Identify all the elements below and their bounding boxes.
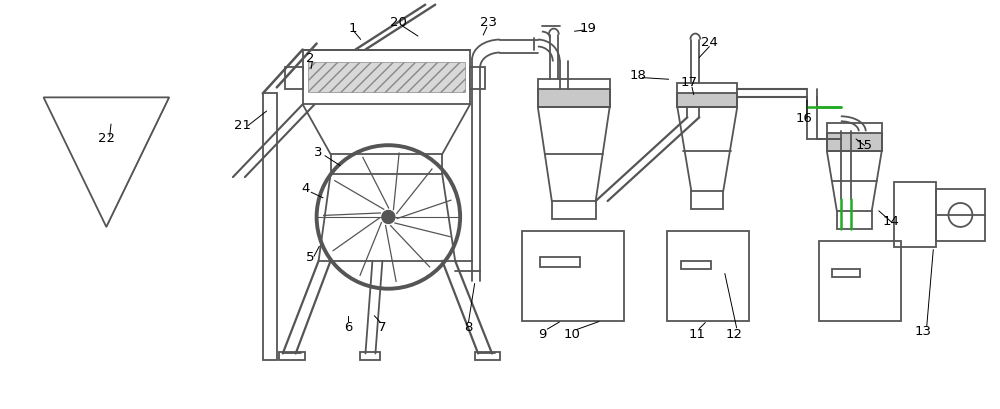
Bar	[303, 50, 470, 105]
Text: 21: 21	[234, 119, 251, 131]
Bar	[263, 94, 277, 361]
Text: 23: 23	[480, 16, 497, 29]
Text: 16: 16	[796, 112, 812, 124]
Bar	[677, 84, 737, 108]
Bar	[827, 124, 882, 152]
Text: 14: 14	[882, 215, 899, 228]
Bar	[819, 241, 901, 321]
Bar	[279, 353, 305, 361]
Bar	[552, 202, 596, 219]
Text: 7: 7	[378, 320, 387, 333]
Bar	[360, 353, 380, 361]
Text: 10: 10	[563, 327, 580, 340]
Text: 11: 11	[689, 327, 706, 340]
Bar	[538, 90, 610, 108]
Text: 15: 15	[855, 138, 872, 151]
Text: 12: 12	[726, 327, 743, 340]
Bar	[894, 183, 936, 247]
Text: 3: 3	[314, 145, 323, 158]
Bar	[827, 134, 882, 152]
Bar	[667, 231, 749, 321]
Text: 6: 6	[344, 320, 353, 333]
Text: 13: 13	[915, 324, 932, 337]
Text: 24: 24	[701, 36, 718, 49]
Bar	[677, 94, 737, 108]
Text: 20: 20	[390, 16, 407, 29]
Text: 22: 22	[98, 131, 115, 144]
Bar	[475, 353, 500, 361]
Bar	[522, 231, 624, 321]
Bar	[285, 68, 303, 90]
Bar	[538, 80, 610, 108]
Bar	[331, 155, 442, 175]
Text: 4: 4	[301, 181, 310, 194]
Circle shape	[382, 211, 395, 224]
Text: 17: 17	[681, 76, 698, 89]
Bar	[691, 191, 723, 209]
Text: 9: 9	[538, 327, 546, 340]
Bar	[470, 68, 485, 90]
Text: 5: 5	[306, 251, 315, 264]
Text: 18: 18	[629, 69, 646, 82]
Bar	[308, 63, 465, 93]
Bar	[936, 190, 985, 241]
Bar	[837, 211, 872, 229]
Text: 2: 2	[306, 52, 315, 65]
Bar	[540, 257, 580, 267]
Text: 1: 1	[348, 22, 357, 35]
Text: 8: 8	[464, 320, 472, 333]
Text: 19: 19	[579, 22, 596, 35]
Bar	[681, 261, 711, 269]
Polygon shape	[44, 98, 169, 227]
Bar	[832, 269, 860, 277]
